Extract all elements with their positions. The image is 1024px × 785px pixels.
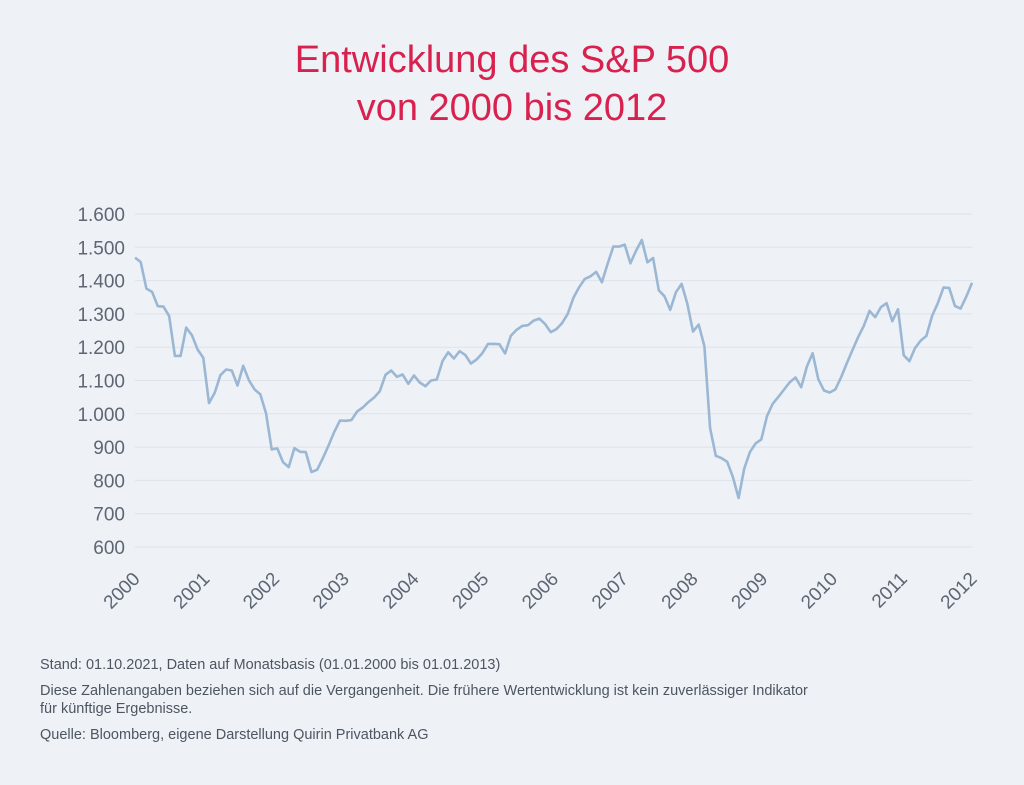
y-tick-label: 1.400 — [77, 272, 125, 293]
footer-disclaimer: Diese Zahlenangaben beziehen sich auf di… — [40, 682, 980, 718]
x-tick-label: 2008 — [658, 569, 703, 614]
y-axis-tick-labels: 600 700 800 900 1.000 1.100 1.200 1.300 1.400 1.5… — [77, 205, 125, 559]
x-tick-label: 2007 — [588, 569, 633, 614]
y-tick-label: 1.300 — [77, 305, 125, 326]
footer-date-note: Stand: 01.10.2021, Daten auf Monatsbasis… — [40, 657, 501, 673]
y-tick-label: 900 — [93, 438, 125, 459]
x-tick-label: 2012 — [937, 569, 982, 614]
x-tick-label: 2010 — [797, 569, 842, 614]
x-tick-label: 2006 — [518, 569, 563, 614]
chart-title: Entwicklung des S&P 500 von 2000 bis 201… — [0, 36, 1024, 132]
x-tick-label: 2000 — [100, 569, 145, 614]
y-tick-label: 1.000 — [77, 405, 125, 426]
x-tick-label: 2005 — [449, 569, 494, 614]
y-tick-label: 1.500 — [77, 238, 125, 259]
y-tick-label: 800 — [93, 471, 125, 492]
footer-disclaimer-line-1: Diese Zahlenangaben beziehen sich auf di… — [40, 683, 808, 699]
x-tick-label: 2009 — [728, 569, 773, 614]
sp500-line — [134, 238, 974, 500]
line-chart: 600 700 800 900 1.000 1.100 1.200 1.300 1.400 1.5… — [77, 205, 982, 613]
y-tick-label: 1.200 — [77, 338, 125, 359]
y-tick-label: 1.600 — [77, 205, 125, 226]
y-tick-label: 600 — [93, 538, 125, 559]
x-tick-label: 2004 — [379, 568, 424, 613]
y-tick-label: 700 — [93, 505, 125, 526]
grid-lines — [135, 213, 972, 548]
x-axis-tick-labels: 2000 2001 2002 2003 2004 2005 2006 2007 2008 2009… — [100, 568, 982, 613]
footer-disclaimer-line-2: für künftige Ergebnisse. — [40, 701, 193, 717]
chart-title-line-2: von 2000 bis 2012 — [356, 87, 668, 129]
chart-title-line-1: Entwicklung des S&P 500 — [294, 39, 730, 81]
footer-source: Quelle: Bloomberg, eigene Darstellung Qu… — [40, 727, 429, 743]
y-tick-label: 1.100 — [77, 372, 125, 393]
x-tick-label: 2002 — [239, 569, 284, 614]
x-tick-label: 2001 — [170, 569, 215, 614]
x-tick-label: 2011 — [868, 569, 912, 613]
x-tick-label: 2003 — [309, 569, 354, 614]
series-layer — [134, 238, 974, 500]
footer-notes: Stand: 01.10.2021, Daten auf Monatsbasis… — [40, 656, 980, 752]
